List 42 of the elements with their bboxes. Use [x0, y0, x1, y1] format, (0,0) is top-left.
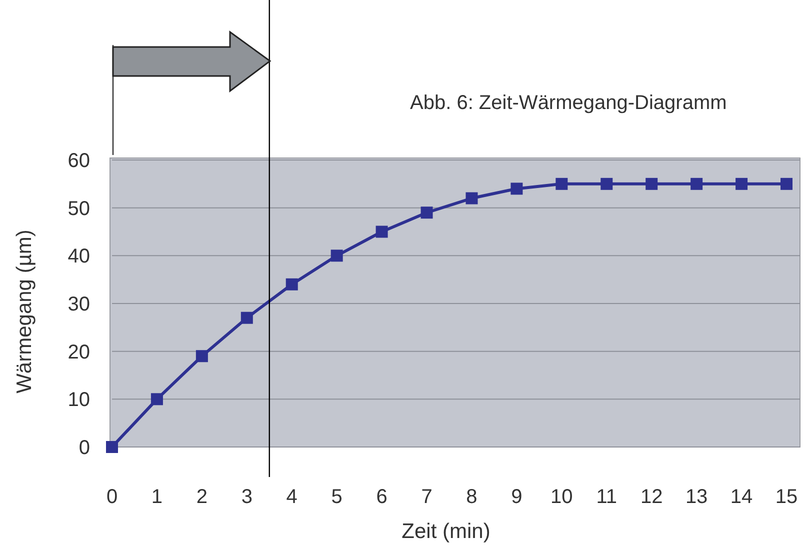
x-axis-title: Zeit (min): [402, 520, 490, 543]
y-tick-label: 20: [68, 341, 90, 364]
point: [106, 441, 118, 453]
point: [330, 250, 343, 262]
x-tick-label: 1: [151, 486, 163, 508]
x-tick-label: 8: [466, 486, 478, 508]
chart-title: Abb. 6: Zeit-Wärmegang-Diagramm: [410, 92, 727, 114]
point: [466, 192, 478, 204]
y-tick-label: 50: [68, 198, 90, 220]
x-tick-label: 4: [286, 486, 298, 508]
y-axis-title: Wärmegang (µm): [13, 230, 36, 394]
x-tick-label: 9: [511, 486, 522, 508]
point: [556, 178, 568, 190]
y-tick-label: 60: [68, 150, 90, 172]
x-tick-label: 10: [550, 486, 573, 508]
x-tick-label: 6: [376, 486, 388, 508]
point: [150, 393, 163, 406]
point: [690, 178, 703, 190]
x-tick-label: 2: [196, 486, 208, 508]
x-tick-label: 11: [596, 486, 618, 508]
point: [600, 178, 613, 190]
point: [510, 182, 523, 195]
point: [780, 178, 793, 190]
point: [420, 206, 433, 219]
point: [376, 226, 388, 238]
x-tick-label: 15: [775, 486, 798, 508]
point: [240, 312, 253, 324]
y-tick-label: 40: [68, 246, 90, 268]
y-tick-label: 0: [78, 437, 90, 459]
y-tick-label: 10: [68, 389, 90, 412]
x-tick-label: 7: [421, 486, 432, 508]
x-tick-label: 14: [730, 486, 753, 508]
x-tick-label: 0: [106, 486, 118, 508]
x-tick-label: 3: [241, 486, 252, 508]
point: [736, 178, 748, 190]
x-tick-label: 5: [331, 486, 342, 508]
y-tick-label: 30: [68, 294, 90, 316]
point: [196, 350, 208, 362]
x-tick-label: 12: [640, 486, 663, 508]
x-tick-label: 13: [685, 486, 708, 508]
point: [646, 178, 658, 190]
point: [286, 278, 298, 290]
